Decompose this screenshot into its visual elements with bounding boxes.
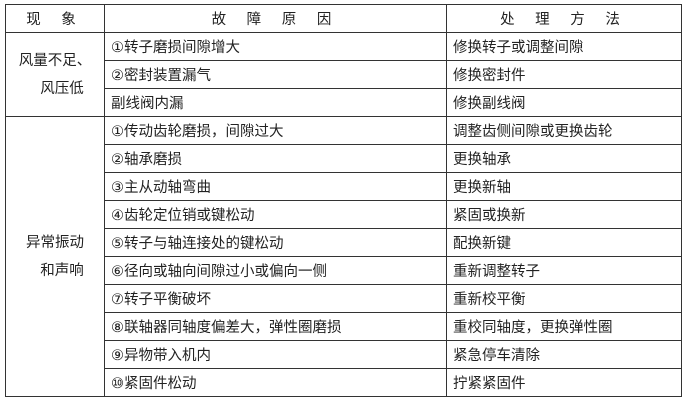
fault-table: 现 象 故 障 原 因 处 理 方 法 风量不足、 风压低 ①转子磨损间隙增大 修换转… <box>5 4 682 397</box>
solution-cell: 更换新轴 <box>446 172 682 201</box>
table-row: ④齿轮定位销或键松动 紧固或换新 <box>6 200 682 229</box>
header-cause: 故 障 原 因 <box>104 4 447 33</box>
solution-cell: 重校同轴度，更换弹性圈 <box>446 312 682 341</box>
cause-cell: 副线阀内漏 <box>104 88 447 117</box>
phenomenon-line: 和声响 <box>40 262 84 279</box>
solution-cell: 紧急停车清除 <box>446 340 682 369</box>
table-row: ⑥径向或轴向间隙过小或偏向一侧 重新调整转子 <box>6 256 682 285</box>
cause-cell: ①传动齿轮磨损，间隙过大 <box>104 116 447 145</box>
phenomenon-line: 风压低 <box>40 80 84 97</box>
solution-cell: 紧固或换新 <box>446 200 682 229</box>
table-row: ②密封装置漏气 修换密封件 <box>6 60 682 89</box>
table-row: ⑤转子与轴连接处的键松动 配换新键 <box>6 228 682 257</box>
phenomenon-line: 异常振动 <box>26 234 84 251</box>
table-row: ⑨异物带入机内 紧急停车清除 <box>6 340 682 369</box>
table-row: ⑦转子平衡破坏 重新校平衡 <box>6 284 682 313</box>
table-row: 副线阀内漏 修换副线阀 <box>6 88 682 117</box>
cause-cell: ④齿轮定位销或键松动 <box>104 200 447 229</box>
cause-cell: ⑦转子平衡破坏 <box>104 284 447 313</box>
solution-cell: 修换副线阀 <box>446 88 682 117</box>
cause-cell: ⑤转子与轴连接处的键松动 <box>104 228 447 257</box>
phenomenon-line: 风量不足、 <box>18 52 92 69</box>
solution-cell: 修换密封件 <box>446 60 682 89</box>
solution-cell: 拧紧紧固件 <box>446 368 682 397</box>
solution-cell: 调整齿侧间隙或更换齿轮 <box>446 116 682 145</box>
table-row: ⑧联轴器同轴度偏差大，弹性圈磨损 重校同轴度，更换弹性圈 <box>6 312 682 341</box>
cause-cell: ⑩紧固件松动 <box>104 368 447 397</box>
cause-cell: ①转子磨损间隙增大 <box>104 32 447 61</box>
solution-cell: 配换新键 <box>446 228 682 257</box>
solution-cell: 修换转子或调整间隙 <box>446 32 682 61</box>
table-row: 风量不足、 风压低 ①转子磨损间隙增大 修换转子或调整间隙 <box>5 32 682 117</box>
cause-cell: ②轴承磨损 <box>104 144 447 173</box>
table-row: ③主从动轴弯曲 更换新轴 <box>6 172 682 201</box>
phenomenon-cell: 异常振动和声响 <box>5 116 105 397</box>
solution-cell: 重新调整转子 <box>446 256 682 285</box>
header-row: 现 象 故 障 原 因 处 理 方 法 <box>5 4 682 33</box>
cause-cell: ③主从动轴弯曲 <box>104 172 447 201</box>
header-phenomenon: 现 象 <box>5 4 105 33</box>
table-row: ②轴承磨损 更换轴承 <box>6 144 682 173</box>
cause-cell: ⑥径向或轴向间隙过小或偏向一侧 <box>104 256 447 285</box>
phenomenon-cell: 风量不足、风压低 <box>5 32 105 117</box>
cause-cell: ⑧联轴器同轴度偏差大，弹性圈磨损 <box>104 312 447 341</box>
solution-cell: 重新校平衡 <box>446 284 682 313</box>
cause-cell: ⑨异物带入机内 <box>104 340 447 369</box>
table-row: 异常振动 和声响 ①传动齿轮磨损，间隙过大 调整齿侧间隙或更换齿轮 <box>5 116 682 397</box>
cause-cell: ②密封装置漏气 <box>104 60 447 89</box>
table-row: ⑩紧固件松动 拧紧紧固件 <box>6 368 682 397</box>
header-solution: 处 理 方 法 <box>446 4 682 33</box>
solution-cell: 更换轴承 <box>446 144 682 173</box>
